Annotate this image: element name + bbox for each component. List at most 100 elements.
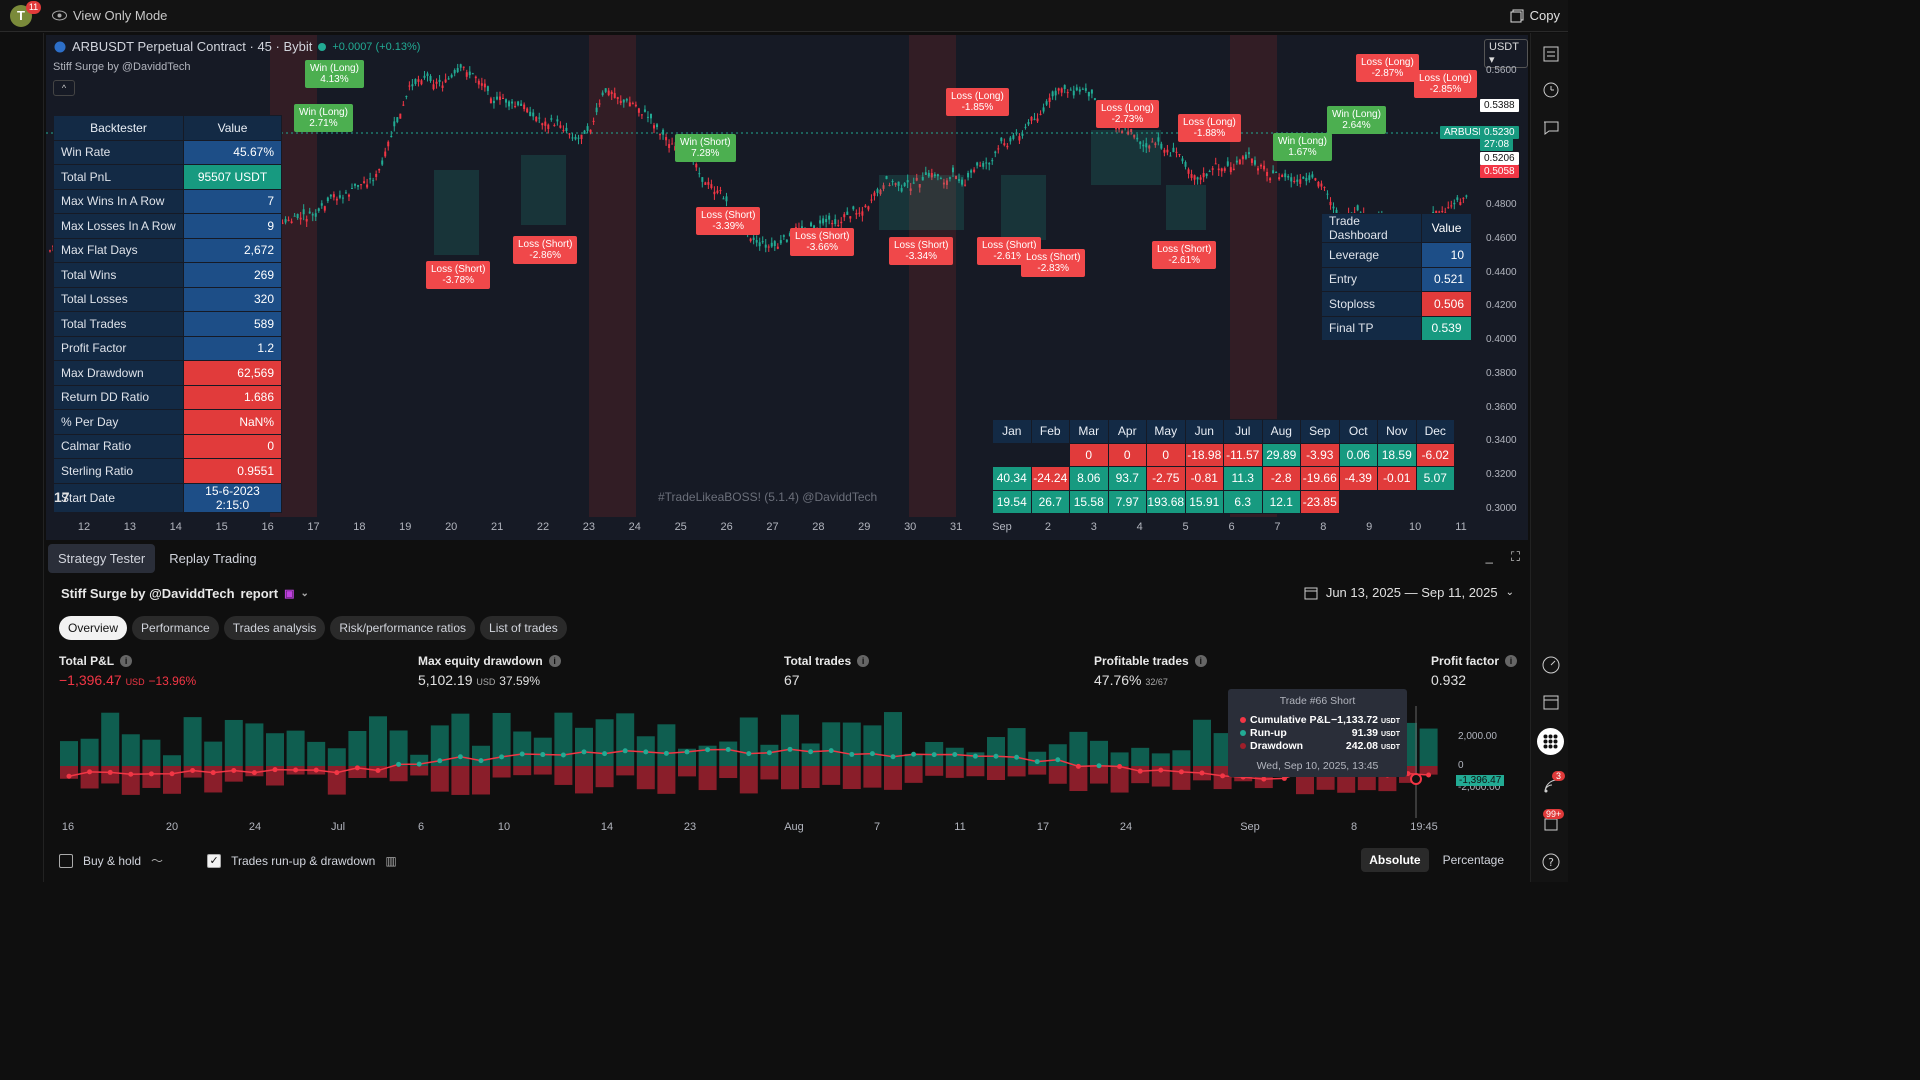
copy-button[interactable]: Copy <box>1510 8 1560 23</box>
tooltip-title: Trade #66 Short <box>1279 695 1356 707</box>
price-label: 0.4600 <box>1486 233 1517 244</box>
time-axis[interactable]: 12 13 14 15 16 17 18 19 20 21 22 23 24 25 26 27 28 29 30 31… <box>46 517 1468 539</box>
chevron-down-icon[interactable]: ⌄ <box>300 588 309 599</box>
runup-bar <box>286 730 305 766</box>
candle-body <box>1130 129 1133 132</box>
info-icon[interactable]: i <box>548 655 561 667</box>
date-range-selector[interactable]: Jun 13, 2025 — Sep 11, 2025 ⌄ <box>1304 585 1514 600</box>
monthly-return-cell <box>1338 489 1378 514</box>
alarm-clock-icon[interactable] <box>1540 79 1562 101</box>
candle-body <box>876 189 879 193</box>
price-axis[interactable]: 0.5600 0.4800 0.4600 0.4400 0.4200 0.400… <box>1440 35 1528 525</box>
backtester-table: Backtester Value Win Rate 45.67% Total PnL… <box>53 115 282 513</box>
candle-body <box>1009 137 1012 142</box>
notifications-icon[interactable] <box>1540 813 1562 835</box>
trade-label-pct: 1.67% <box>1288 147 1317 158</box>
monthly-return-cell: 15.58 <box>1069 489 1109 514</box>
help-icon[interactable]: ? <box>1540 851 1562 873</box>
runup-bar <box>554 712 573 766</box>
time-label: 3 <box>1090 521 1097 533</box>
candle-body <box>622 99 625 103</box>
subtab-risk-ratios[interactable]: Risk/performance ratios <box>330 616 476 640</box>
drawdown-bar <box>513 766 532 776</box>
minimize-icon[interactable]: _ <box>1485 549 1493 564</box>
info-icon[interactable]: i <box>857 655 870 667</box>
candle-body <box>1127 131 1130 135</box>
candle-body <box>1187 169 1190 174</box>
candle-body <box>468 71 471 76</box>
candle-body <box>1190 174 1193 178</box>
candle-body <box>834 219 837 225</box>
subtab-overview[interactable]: Overview <box>59 616 128 640</box>
candle-body <box>1075 87 1078 91</box>
price-label: 0.5600 <box>1486 65 1517 76</box>
runup-checkbox[interactable]: ✓ <box>207 853 222 868</box>
percentage-button[interactable]: Percentage <box>1442 853 1504 867</box>
price-chart[interactable]: ARBUSDT Perpetual Contract · 45 · Bybit … <box>46 35 1528 540</box>
tooltip-value: 242.08 <box>1345 740 1379 752</box>
candle-body <box>441 85 444 88</box>
collapse-legend-button[interactable]: ^ <box>53 80 75 96</box>
drawdown-bar <box>616 766 635 776</box>
tab-strategy-tester[interactable]: Strategy Tester <box>48 544 156 573</box>
monthly-return-cell: 26.7 <box>1030 489 1070 514</box>
info-icon[interactable]: i <box>120 655 133 667</box>
candle-body <box>1287 176 1290 178</box>
metric-label: Total Losses <box>53 286 184 312</box>
candle-body <box>529 111 532 116</box>
buy-hold-checkbox[interactable] <box>59 853 73 868</box>
info-icon[interactable]: i <box>1505 655 1518 667</box>
pnl-point <box>911 751 917 757</box>
time-label: 22 <box>536 521 550 533</box>
trade-label: Win (Long) 2.71% <box>294 104 353 132</box>
trade-label-pct: -1.85% <box>961 102 994 113</box>
drawdown-bar <box>1048 766 1067 784</box>
report-header: Stiff Surge by @DaviddTech report ▣ ⌄ <box>61 586 309 601</box>
runup-label: Trades run-up & drawdown <box>231 853 376 868</box>
watchlist-icon[interactable] <box>1540 43 1562 65</box>
monthly-return-cell: 193.68 <box>1146 489 1186 514</box>
report-strategy-name[interactable]: Stiff Surge by @DaviddTech <box>61 586 235 601</box>
monthly-return-cell: -3.93 <box>1300 442 1340 467</box>
candle-body <box>332 194 335 198</box>
apps-grid-icon[interactable] <box>1537 728 1564 755</box>
candle-body <box>351 187 353 189</box>
drawdown-bar <box>822 766 841 785</box>
speedometer-icon[interactable] <box>1540 654 1562 676</box>
equity-time-label: 11 <box>954 821 966 833</box>
drawdown-bar <box>739 766 758 794</box>
candle-body <box>849 216 852 219</box>
subtab-performance[interactable]: Performance <box>132 616 219 640</box>
candle-body <box>800 226 803 230</box>
trade-label-pct: -2.85% <box>1429 84 1462 95</box>
chevron-down-icon: ⌄ <box>1505 587 1514 598</box>
pnl-point <box>972 753 978 759</box>
drawdown-bar <box>389 766 408 782</box>
metric-value: −1,396.47 <box>59 672 122 688</box>
metric-value: 95507 USDT <box>183 164 282 190</box>
runup-bar <box>987 737 1005 766</box>
pnl-point <box>1426 772 1432 778</box>
candle-body <box>1244 154 1247 159</box>
runup-bar <box>904 753 923 766</box>
candle-body <box>1027 122 1030 125</box>
metric-unit: 32/67 <box>1145 677 1168 687</box>
chat-icon[interactable] <box>1540 117 1562 139</box>
currency-selector[interactable]: USDT ▾ <box>1484 39 1528 68</box>
subtab-list-of-trades[interactable]: List of trades <box>480 616 567 640</box>
candle-body <box>843 214 846 218</box>
indicator-name[interactable]: Stiff Surge by @DaviddTech <box>53 61 191 73</box>
candle-body <box>474 76 477 79</box>
absolute-button[interactable]: Absolute <box>1361 848 1429 872</box>
tab-replay-trading[interactable]: Replay Trading <box>169 551 257 566</box>
candle-body <box>1030 116 1033 121</box>
calendar-icon[interactable] <box>1540 691 1562 713</box>
candle-body <box>758 242 761 247</box>
maximize-icon[interactable]: ⛶ <box>1510 549 1520 564</box>
tradingview-logo[interactable]: 17 <box>54 489 70 505</box>
month-header: Nov <box>1377 419 1417 444</box>
subtab-trades-analysis[interactable]: Trades analysis <box>223 616 326 640</box>
info-icon[interactable]: i <box>1194 655 1207 667</box>
runup-bar <box>739 717 758 766</box>
pnl-point <box>684 749 690 755</box>
